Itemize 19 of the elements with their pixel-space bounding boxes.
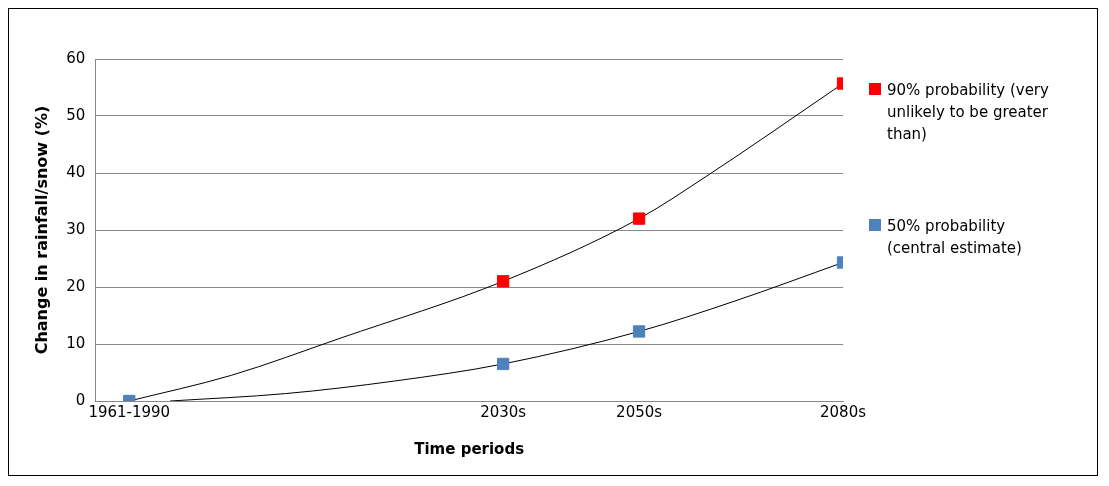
point bbox=[632, 325, 646, 338]
y-tick-label: 0 bbox=[75, 390, 86, 409]
y-tick-label: 50 bbox=[66, 105, 86, 124]
y-tick-label: 30 bbox=[66, 219, 86, 238]
x-tick-label: 1961-1990 bbox=[88, 402, 171, 421]
point bbox=[496, 357, 510, 371]
point bbox=[496, 275, 510, 288]
x-axis-title: Time periods bbox=[414, 439, 525, 458]
x-tick-label: 2050s bbox=[616, 402, 663, 421]
y-axis-title: Change in rainfall/snow (%) bbox=[31, 105, 51, 355]
x-tick-label: 2080s bbox=[820, 402, 867, 421]
y-tick-label: 60 bbox=[66, 48, 86, 67]
point bbox=[632, 212, 646, 225]
y-tick-label: 20 bbox=[66, 276, 86, 295]
x-tick-label: 2030s bbox=[480, 402, 527, 421]
y-tick-label: 10 bbox=[66, 333, 86, 352]
legend-label: 90% probability (very unlikely to be greater than) bbox=[887, 80, 1050, 145]
legend-label: 50% probability (central estimate) bbox=[887, 216, 1023, 259]
y-tick-label: 40 bbox=[66, 162, 86, 181]
